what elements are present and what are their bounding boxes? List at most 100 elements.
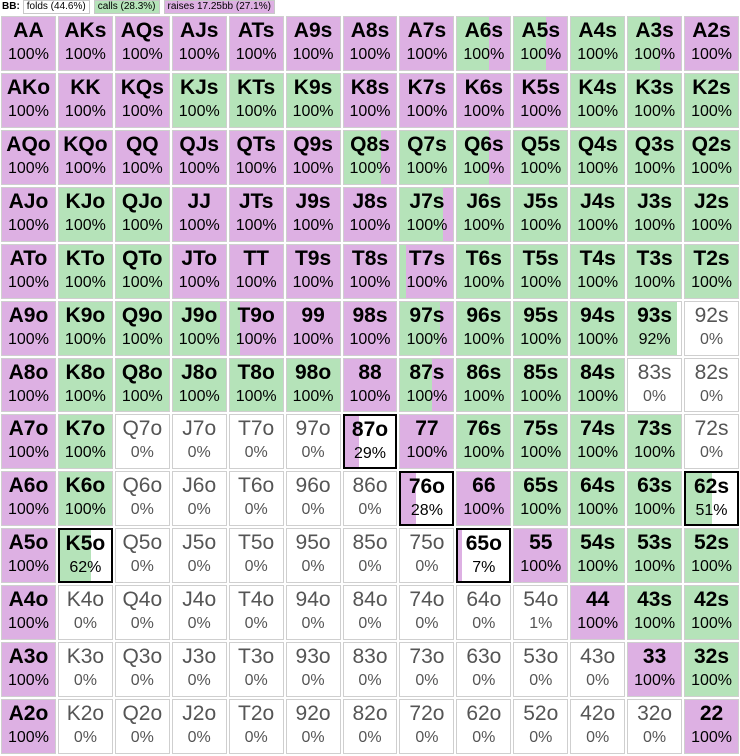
hand-cell[interactable]: 74s 100% <box>570 414 626 470</box>
hand-cell[interactable]: T6s 100% <box>456 243 512 299</box>
hand-cell[interactable]: 86s 100% <box>456 357 512 413</box>
hand-cell[interactable]: J4o 0% <box>171 585 227 641</box>
hand-cell[interactable]: Q8o 100% <box>114 357 170 413</box>
hand-cell[interactable]: 43s 100% <box>627 585 683 641</box>
hand-cell[interactable]: AJo 100% <box>1 186 56 242</box>
hand-cell[interactable]: K8o 100% <box>57 357 113 413</box>
hand-cell[interactable]: J2s 100% <box>684 186 739 242</box>
hand-cell[interactable]: K6o 100% <box>57 471 113 527</box>
hand-cell[interactable]: Q8s 100% <box>342 129 398 185</box>
hand-cell[interactable]: 65o 7% <box>456 528 512 584</box>
hand-cell[interactable]: 65s 100% <box>513 471 569 527</box>
hand-cell[interactable]: 63s 100% <box>627 471 683 527</box>
hand-cell[interactable]: 95s 100% <box>513 300 569 356</box>
hand-cell[interactable]: J5o 0% <box>171 528 227 584</box>
hand-cell[interactable]: A9o 100% <box>1 300 56 356</box>
hand-cell[interactable]: K5s 100% <box>513 72 569 128</box>
hand-cell[interactable]: QJs 100% <box>171 129 227 185</box>
hand-cell[interactable]: 95o 0% <box>285 528 341 584</box>
hand-cell[interactable]: T9o 100% <box>228 300 284 356</box>
hand-cell[interactable]: 77 100% <box>399 414 455 470</box>
hand-cell[interactable]: J9s 100% <box>285 186 341 242</box>
hand-cell[interactable]: T4o 0% <box>228 585 284 641</box>
hand-cell[interactable]: AJs 100% <box>171 16 227 71</box>
hand-cell[interactable]: J7o 0% <box>171 414 227 470</box>
hand-cell[interactable]: A4s 100% <box>570 16 626 71</box>
hand-cell[interactable]: 75o 0% <box>399 528 455 584</box>
hand-cell[interactable]: 42s 100% <box>684 585 739 641</box>
hand-cell[interactable]: K2o 0% <box>57 699 113 754</box>
hand-cell[interactable]: T3s 100% <box>627 243 683 299</box>
hand-cell[interactable]: 64o 0% <box>456 585 512 641</box>
hand-cell[interactable]: ATo 100% <box>1 243 56 299</box>
hand-cell[interactable]: T2s 100% <box>684 243 739 299</box>
hand-cell[interactable]: Q9s 100% <box>285 129 341 185</box>
hand-cell[interactable]: K9o 100% <box>57 300 113 356</box>
hand-cell[interactable]: 55 100% <box>513 528 569 584</box>
hand-cell[interactable]: T5s 100% <box>513 243 569 299</box>
hand-cell[interactable]: K9s 100% <box>285 72 341 128</box>
hand-cell[interactable]: A5o 100% <box>1 528 56 584</box>
hand-cell[interactable]: JJ 100% <box>171 186 227 242</box>
hand-cell[interactable]: K7s 100% <box>399 72 455 128</box>
hand-cell[interactable]: KK 100% <box>57 72 113 128</box>
hand-cell[interactable]: A8o 100% <box>1 357 56 413</box>
hand-cell[interactable]: J6s 100% <box>456 186 512 242</box>
hand-cell[interactable]: AQs 100% <box>114 16 170 71</box>
hand-cell[interactable]: 82s 0% <box>684 357 739 413</box>
hand-cell[interactable]: 82o 0% <box>342 699 398 754</box>
hand-cell[interactable]: J8s 100% <box>342 186 398 242</box>
hand-cell[interactable]: K6s 100% <box>456 72 512 128</box>
hand-cell[interactable]: KQs 100% <box>114 72 170 128</box>
hand-cell[interactable]: 87s 100% <box>399 357 455 413</box>
hand-cell[interactable]: QTs 100% <box>228 129 284 185</box>
hand-cell[interactable]: 84o 0% <box>342 585 398 641</box>
hand-cell[interactable]: 96o 0% <box>285 471 341 527</box>
hand-cell[interactable]: A9s 100% <box>285 16 341 71</box>
hand-cell[interactable]: 62o 0% <box>456 699 512 754</box>
hand-cell[interactable]: AKo 100% <box>1 72 56 128</box>
hand-cell[interactable]: 52o 0% <box>513 699 569 754</box>
hand-cell[interactable]: T4s 100% <box>570 243 626 299</box>
hand-cell[interactable]: 54o 1% <box>513 585 569 641</box>
hand-cell[interactable]: J2o 0% <box>171 699 227 754</box>
hand-cell[interactable]: 74o 0% <box>399 585 455 641</box>
hand-cell[interactable]: 84s 100% <box>570 357 626 413</box>
hand-cell[interactable]: Q3o 0% <box>114 642 170 698</box>
hand-cell[interactable]: A6o 100% <box>1 471 56 527</box>
hand-cell[interactable]: 94s 100% <box>570 300 626 356</box>
hand-cell[interactable]: A2s 100% <box>684 16 739 71</box>
hand-cell[interactable]: 43o 0% <box>570 642 626 698</box>
hand-cell[interactable]: J4s 100% <box>570 186 626 242</box>
hand-cell[interactable]: T2o 0% <box>228 699 284 754</box>
hand-cell[interactable]: J3s 100% <box>627 186 683 242</box>
hand-cell[interactable]: JTo 100% <box>171 243 227 299</box>
hand-cell[interactable]: K7o 100% <box>57 414 113 470</box>
hand-cell[interactable]: 76s 100% <box>456 414 512 470</box>
hand-cell[interactable]: T5o 0% <box>228 528 284 584</box>
hand-cell[interactable]: 96s 100% <box>456 300 512 356</box>
hand-cell[interactable]: 32o 0% <box>627 699 683 754</box>
hand-cell[interactable]: Q2o 0% <box>114 699 170 754</box>
hand-cell[interactable]: J3o 0% <box>171 642 227 698</box>
hand-cell[interactable]: 92o 0% <box>285 699 341 754</box>
hand-cell[interactable]: Q5o 0% <box>114 528 170 584</box>
hand-cell[interactable]: A7s 100% <box>399 16 455 71</box>
hand-cell[interactable]: 52s 100% <box>684 528 739 584</box>
hand-cell[interactable]: 86o 0% <box>342 471 398 527</box>
hand-cell[interactable]: 63o 0% <box>456 642 512 698</box>
hand-cell[interactable]: K4s 100% <box>570 72 626 128</box>
hand-cell[interactable]: 72o 0% <box>399 699 455 754</box>
hand-cell[interactable]: 32s 100% <box>684 642 739 698</box>
hand-cell[interactable]: Q7s 100% <box>399 129 455 185</box>
hand-cell[interactable]: 66 100% <box>456 471 512 527</box>
hand-cell[interactable]: T7o 0% <box>228 414 284 470</box>
hand-cell[interactable]: 97s 100% <box>399 300 455 356</box>
hand-cell[interactable]: J6o 0% <box>171 471 227 527</box>
hand-cell[interactable]: QQ 100% <box>114 129 170 185</box>
hand-cell[interactable]: T6o 0% <box>228 471 284 527</box>
hand-cell[interactable]: J8o 100% <box>171 357 227 413</box>
hand-cell[interactable]: 87o 29% <box>342 414 398 470</box>
hand-cell[interactable]: 22 100% <box>684 699 739 754</box>
hand-cell[interactable]: KQo 100% <box>57 129 113 185</box>
